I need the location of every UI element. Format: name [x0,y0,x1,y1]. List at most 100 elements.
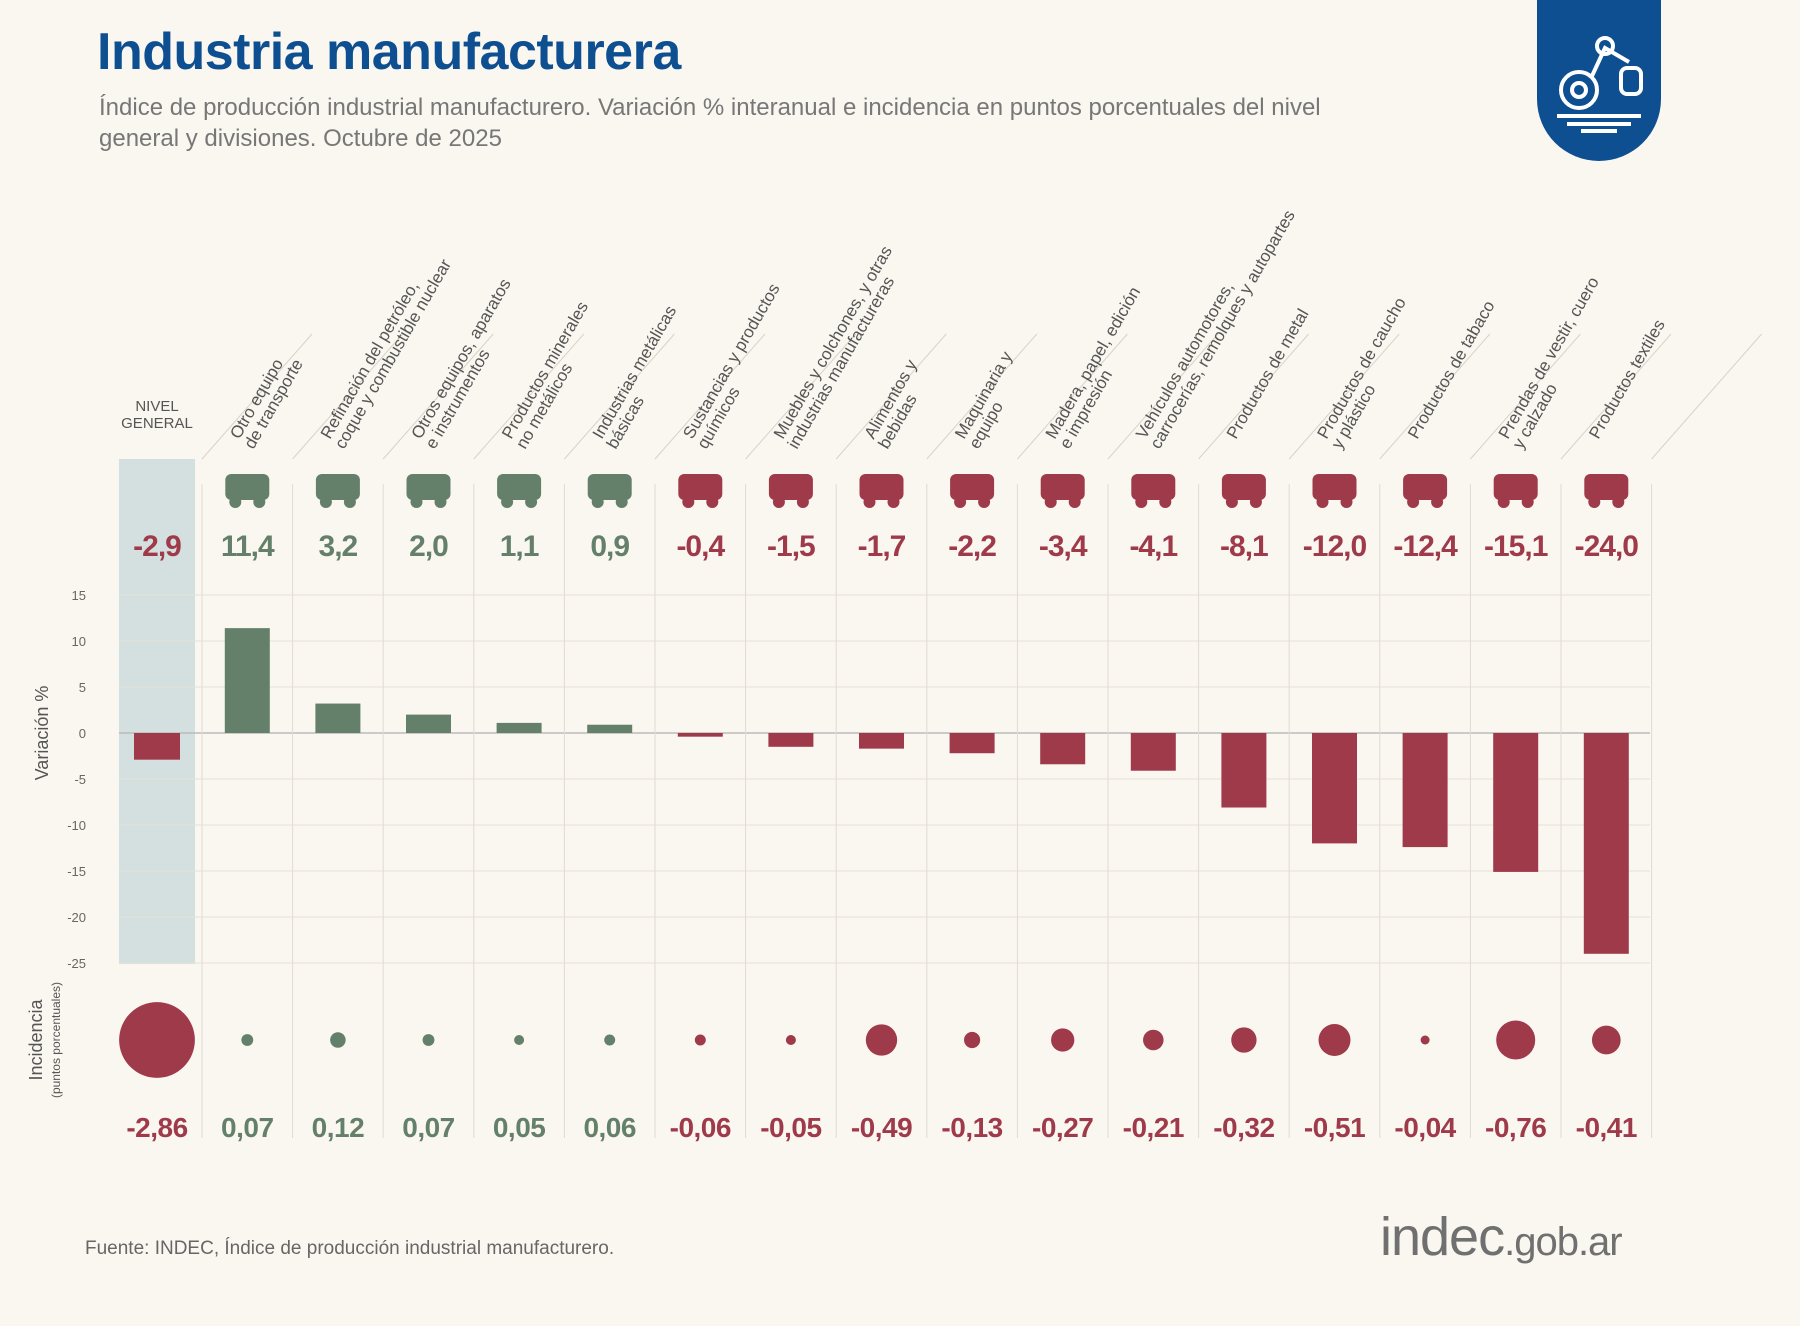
logo-domain: .gob.ar [1504,1220,1623,1264]
refinery-icon [315,474,360,508]
icon-body [1584,474,1629,500]
icon-detail [954,496,967,508]
icon-detail [253,496,266,508]
bar [224,628,270,733]
icon-detail [1407,496,1420,508]
tractor-icon [950,474,995,508]
icon-detail [525,496,538,508]
incidence-bubble [119,1002,195,1078]
y-tick-label: 10 [72,634,86,649]
variation-label: -12,4 [1393,530,1458,563]
incidence-bubble [422,1034,435,1046]
category-label: Madera, papel, edición [1042,284,1144,442]
y-tick-label: -5 [74,772,86,787]
icon-detail [1225,496,1238,508]
variation-label: 11,4 [221,530,275,563]
icon-detail [1044,496,1057,508]
incidence-bubble [1051,1028,1075,1052]
icon-detail [434,496,447,508]
label-guide-line [835,333,947,460]
bar [1583,733,1629,954]
car-icon [1131,474,1176,508]
cement-mixer-icon [497,474,542,508]
pipe-icon [1403,474,1448,508]
incidence-label: -0,51 [1304,1112,1365,1143]
bar [406,714,451,733]
bubble-axis-label: Incidencia [26,998,46,1080]
y-tick-label: 5 [79,680,86,695]
motorcycle-icon [225,474,270,508]
nivel-general-highlight [119,459,195,964]
icon-body [1221,474,1266,500]
icon-detail [615,496,628,508]
variation-label: 2,0 [409,530,448,563]
icon-body [950,474,995,500]
icon-body [859,474,904,500]
variation-label: -4,1 [1129,530,1177,563]
category-label: Prendas de vestir, cuero [1495,274,1603,442]
bar [859,733,904,749]
label-guide-line [1379,333,1491,460]
variation-label: 0,9 [590,530,629,563]
icon-detail [706,496,719,508]
bar [677,733,723,737]
category-12: Productos de metal -8,1 -0,32 [1213,306,1312,1143]
bar [587,724,633,733]
bar [496,722,542,733]
icon-detail [863,496,876,508]
furniture-icon [768,474,813,508]
category-label: NIVEL [135,398,178,415]
icon-detail [978,496,991,508]
label-guide-line [1107,333,1219,460]
industrial-robot-icon [1537,0,1661,161]
label-guide-line [292,333,403,460]
icon-body [678,474,723,500]
bar [1312,733,1357,844]
y-tick-label: -25 [67,956,86,971]
icon-detail [343,496,356,508]
incidence-bubble [785,1034,796,1046]
label-guide-line [382,333,494,460]
y-tick-label: 0 [79,726,86,741]
icon-body [1312,474,1357,500]
icon-detail [1316,496,1329,508]
incidence-label: -0,05 [760,1112,821,1143]
icon-detail [1340,496,1353,508]
icon-detail [772,496,785,508]
variation-label: -0,4 [676,530,725,563]
incidence-label: -0,21 [1123,1112,1184,1143]
category-label: Productos textiles [1585,316,1669,442]
icon-detail [1588,496,1601,508]
incidence-bubble [330,1032,346,1048]
incidence-bubble [694,1034,706,1046]
variation-label: -1,7 [858,530,906,563]
label-guide-line [1198,333,1309,460]
category-label: Productos de metal [1223,306,1313,442]
icon-detail [1497,496,1510,508]
icon-detail [1431,496,1444,508]
flask-icon [678,474,723,508]
label-guide-line [745,333,856,460]
icon-detail [501,496,514,508]
icon-body [315,474,360,500]
incidence-label: -0,49 [851,1112,912,1143]
variation-label: -12,0 [1303,530,1367,563]
incidence-label: -2,86 [126,1112,187,1143]
chart-subtitle: Índice de producción industrial manufact… [99,94,1321,152]
hammer-icon [1221,474,1266,508]
incidence-bubble [604,1034,616,1046]
icon-detail [887,496,900,508]
variation-label: -1,5 [767,530,815,563]
icon-detail [1159,496,1172,508]
source-note: Fuente: INDEC, Índice de producción indu… [85,1238,615,1259]
variation-label: -3,4 [1039,530,1088,563]
bubble-axis-sublabel: (puntos porcentuales) [49,982,63,1098]
variation-label: -15,1 [1484,530,1548,563]
incidence-bubble [1496,1020,1536,1060]
logo-main: indec [1380,1207,1505,1267]
